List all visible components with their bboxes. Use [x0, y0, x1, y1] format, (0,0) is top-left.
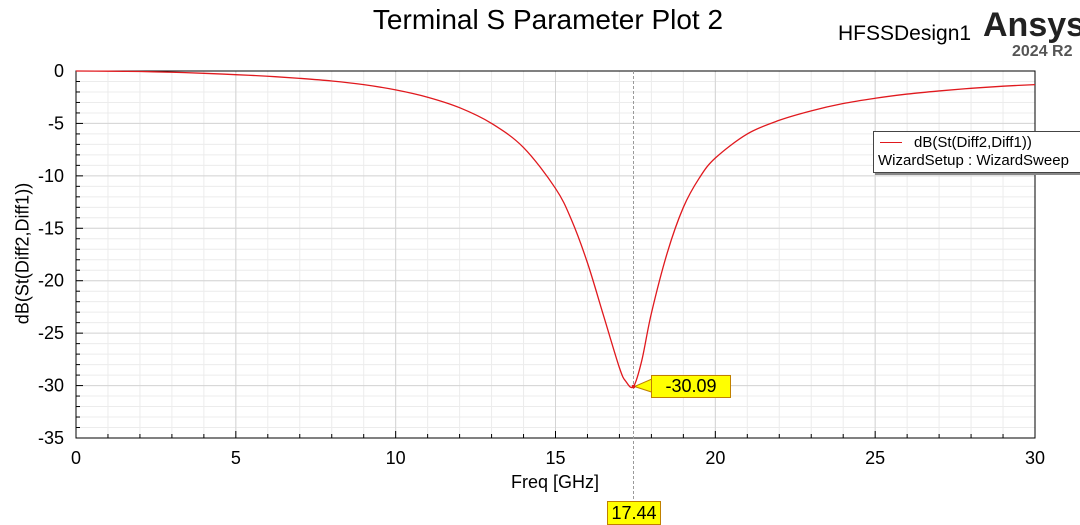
x-tick-label: 20: [705, 448, 725, 468]
legend-swatch: [880, 142, 902, 143]
x-tick-label: 15: [545, 448, 565, 468]
marker-y-label[interactable]: -30.09: [651, 375, 731, 398]
brand-logo-text: Ansys: [983, 6, 1080, 44]
legend-setup: WizardSetup : WizardSweep: [878, 152, 1069, 169]
y-tick-label: -15: [38, 218, 64, 238]
series-line[interactable]: [75, 70, 1036, 389]
major-gridlines: [75, 70, 1036, 439]
brand-version: 2024 R2: [1012, 43, 1073, 60]
y-tick-label: 0: [54, 61, 64, 81]
chart-title: Terminal S Parameter Plot 2: [372, 4, 724, 35]
x-tick-label: 10: [386, 448, 406, 468]
x-tick-label: 30: [1025, 448, 1045, 468]
x-tick-label: 25: [865, 448, 885, 468]
axis-ticks: [75, 70, 1036, 439]
legend[interactable]: dB(St(Diff2,Diff1)) WizardSetup : Wizard…: [873, 131, 1080, 173]
x-tick-label: 5: [231, 448, 241, 468]
y-tick-label: -5: [48, 113, 64, 133]
x-tick-label: 0: [71, 448, 81, 468]
x-axis-label: Freq [GHz]: [510, 472, 599, 492]
y-tick-label: -20: [38, 271, 64, 291]
design-name: HFSSDesign1: [838, 22, 972, 45]
y-tick-label: -10: [38, 166, 64, 186]
y-tick-label: -25: [38, 323, 64, 343]
legend-entry: dB(St(Diff2,Diff1)): [914, 134, 1032, 151]
marker-x-label[interactable]: 17.44: [607, 501, 661, 525]
y-axis-label: dB(St(Diff2,Diff1)): [12, 182, 33, 325]
y-tick-label: -35: [38, 428, 64, 448]
axis-tick-labels: 0 5 10 15 20 25 30 0 -5 -10 -15 -20 -25 -30 -35: [38, 61, 1045, 468]
marker-point[interactable]: [631, 384, 636, 389]
y-tick-label: -30: [38, 376, 64, 396]
